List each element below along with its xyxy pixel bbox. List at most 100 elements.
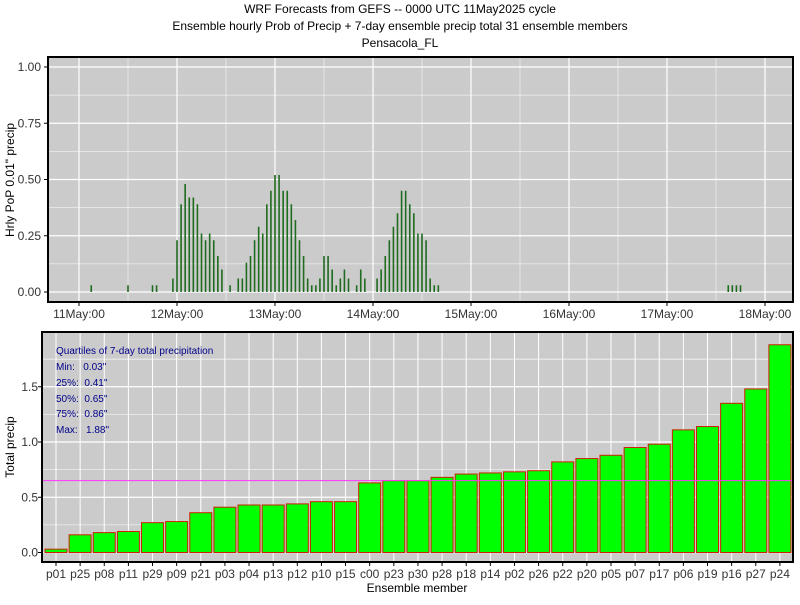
total-bar-p30 [406,480,430,553]
total-bar-p28 [430,476,454,553]
pop-x-tick-label: 16May:00 [543,307,596,321]
total-bar-p03 [213,506,237,554]
total-y-axis: 0.0 0.5 1.0 1.5 [21,380,42,560]
quartile-50: 50%: 0.65" [56,394,108,405]
total-x-tick-label: p04 [239,567,259,581]
total-x-tick-label: p18 [456,567,476,581]
pop-x-axis: 11May:00 12May:00 13May:00 14May:00 15May:00… [53,302,792,321]
total-bar-p11 [116,531,140,554]
total-x-tick-label: c00 [360,567,380,581]
total-precip-chart: 0.0 0.5 1.0 1.5 p01 p25 p08 p11 p29 p09 p21 p03 p04… [3,331,794,595]
total-x-axis-label: Ensemble member [367,581,468,595]
total-x-tick-label: p11 [119,567,138,581]
total-bar-p01 [44,548,68,553]
total-bar-p14 [478,472,502,553]
total-bar-p06 [671,429,695,553]
total-y-tick-label: 1.5 [21,380,38,394]
total-x-tick-label: p28 [432,567,452,581]
total-bar-p07 [623,447,647,553]
pop-x-tick-label: 11May:00 [53,307,105,321]
total-x-tick-label: p16 [722,567,742,581]
total-x-tick-label: p17 [649,567,669,581]
pop-y-tick-label: 0.25 [18,229,42,243]
total-x-tick-label: p14 [480,567,500,581]
total-x-tick-label: p09 [167,567,187,581]
total-bar-p27 [744,388,768,553]
total-bar-p18 [454,473,478,554]
total-bar-p20 [575,458,599,554]
total-x-tick-label: p21 [191,567,211,581]
total-x-tick-label: p27 [746,567,766,581]
total-bar-p16 [720,402,744,554]
total-bar-p12 [285,503,309,554]
total-x-tick-label: p13 [263,567,283,581]
total-x-tick-label: p20 [577,567,597,581]
total-bar-p10 [309,501,333,554]
title-line-3: Pensacola_FL [362,36,439,50]
pop-y-tick-label: 1.00 [18,60,42,74]
pop-x-tick-label: 12May:00 [151,307,204,321]
pop-gridlines [48,57,793,302]
quartile-min: Min: 0.03" [56,362,107,373]
total-x-tick-label: p12 [287,567,307,581]
pop-y-axis: 0.00 0.25 0.50 0.75 1.00 [18,60,48,299]
total-x-tick-label: p03 [215,567,235,581]
total-y-tick-label: 1.0 [21,435,38,449]
total-bar-p15 [334,501,358,554]
total-x-axis: p01 p25 p08 p11 p29 p09 p21 p03 p04 p13 p12 p10 p15 c… [46,562,790,581]
total-x-tick-label: p10 [311,567,331,581]
title-line-2: Ensemble hourly Prob of Precip + 7-day e… [172,19,627,33]
total-x-tick-label: p19 [697,567,717,581]
total-bar-p23 [382,480,406,553]
quartile-25: 25%: 0.41" [56,378,108,389]
total-bar-p22 [551,461,575,554]
quartiles-legend: Quartiles of 7-day total precipitation M… [56,346,213,436]
total-x-tick-label: p05 [601,567,621,581]
total-bar-p05 [599,454,623,554]
total-x-tick-label: p25 [70,567,90,581]
pop-y-tick-label: 0.00 [18,285,42,299]
total-x-tick-label: p24 [770,567,790,581]
total-bars [44,344,792,554]
total-x-tick-label: p15 [336,567,356,581]
total-bar-p25 [68,534,92,554]
total-bar-p02 [502,471,526,553]
total-bar-p04 [237,504,261,553]
total-bar-p21 [189,512,213,553]
quartile-max: Max: 1.88" [56,425,109,436]
total-bar-p08 [92,532,116,553]
pop-y-axis-label: Hrly PoP 0.01" precip [3,123,17,237]
pop-chart: 0.00 0.25 0.50 0.75 1.00 11May:00 12May:00 13M… [3,56,794,321]
total-x-tick-label: p07 [625,567,645,581]
pop-y-tick-label: 0.50 [18,173,42,187]
total-x-tick-label: p01 [46,567,66,581]
quartiles-heading: Quartiles of 7-day total precipitation [56,346,213,357]
total-y-tick-label: 0.0 [21,546,38,560]
total-x-tick-label: p30 [408,567,428,581]
total-bar-p17 [647,443,671,553]
total-bar-c00 [358,482,382,554]
total-bar-p26 [527,470,551,554]
total-x-tick-label: p23 [384,567,404,581]
total-bar-p19 [696,426,720,553]
pop-x-tick-label: 13May:00 [249,307,302,321]
total-x-tick-label: p26 [529,567,549,581]
total-bar-p29 [141,522,165,553]
total-x-tick-label: p29 [143,567,163,581]
total-bar-p09 [165,521,189,553]
total-y-tick-label: 0.5 [21,490,38,504]
total-x-tick-label: p06 [673,567,693,581]
total-y-axis-label: Total precip [3,416,17,478]
quartile-75: 75%: 0.86" [56,409,108,420]
pop-x-tick-label: 15May:00 [445,307,498,321]
total-bar-p24 [768,344,792,554]
pop-y-tick-label: 0.75 [18,116,42,130]
total-x-tick-label: p02 [504,567,524,581]
total-bar-p13 [261,504,285,553]
total-x-tick-label: p22 [553,567,573,581]
pop-x-tick-label: 14May:00 [347,307,400,321]
pop-x-tick-label: 17May:00 [641,307,694,321]
pop-x-tick-label: 18May:00 [739,307,792,321]
